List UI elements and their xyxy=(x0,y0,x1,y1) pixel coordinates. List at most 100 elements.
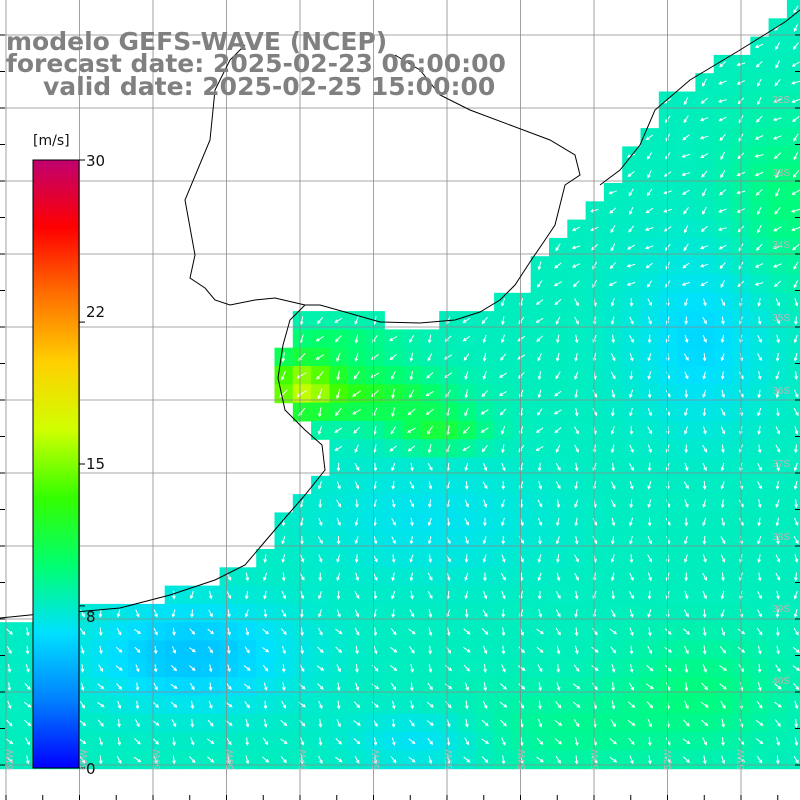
wind-arrow xyxy=(793,133,799,142)
wind-arrow xyxy=(647,572,652,582)
wind-arrow xyxy=(373,536,378,545)
wind-arrow xyxy=(172,627,176,636)
wind-arrow xyxy=(702,499,707,508)
wind-arrow xyxy=(243,683,251,690)
wind-arrow xyxy=(700,97,708,104)
wind-arrow xyxy=(99,645,103,655)
wind-arrow xyxy=(682,134,690,141)
wind-arrow xyxy=(354,609,360,618)
wind-arrow xyxy=(757,334,762,343)
wind-arrow xyxy=(702,407,707,417)
wind-arrow xyxy=(25,755,30,765)
wind-arrow xyxy=(24,682,31,691)
wind-arrow xyxy=(117,718,121,728)
wind-arrow xyxy=(793,536,799,545)
wind-arrow xyxy=(464,518,470,526)
wind-arrow xyxy=(481,316,488,325)
wind-arrow xyxy=(665,389,671,398)
wind-arrow xyxy=(756,627,763,636)
wind-arrow xyxy=(482,536,487,545)
wind-arrow xyxy=(555,444,561,453)
wind-arrow xyxy=(316,371,324,380)
wind-arrow xyxy=(592,627,598,636)
wind-arrow xyxy=(684,316,689,325)
wind-arrow xyxy=(574,334,579,344)
wind-arrow xyxy=(721,737,725,747)
wind-arrow xyxy=(684,426,688,435)
wind-arrow xyxy=(629,481,634,490)
wind-arrow xyxy=(428,609,433,618)
wind-arrow xyxy=(318,407,322,418)
wind-arrow xyxy=(134,646,141,653)
wind-arrow xyxy=(610,426,615,435)
wind-arrow xyxy=(647,444,652,453)
wind-arrow xyxy=(444,665,453,672)
wind-arrow xyxy=(227,664,231,673)
wind-arrow xyxy=(518,646,525,654)
wind-arrow xyxy=(574,426,579,435)
wind-arrow xyxy=(354,316,359,325)
wind-arrow xyxy=(446,755,451,765)
wind-arrow xyxy=(299,572,305,581)
wind-arrow xyxy=(353,720,361,726)
wind-arrow xyxy=(244,701,250,709)
coastline xyxy=(0,9,800,619)
wind-arrow xyxy=(574,298,579,307)
wind-arrow xyxy=(537,389,542,399)
wind-arrow xyxy=(391,737,396,746)
wind-arrow xyxy=(464,682,469,691)
wind-arrow xyxy=(754,43,764,49)
wind-arrow xyxy=(226,591,232,600)
wind-arrow xyxy=(189,647,196,653)
wind-arrow xyxy=(702,371,707,380)
wind-arrow xyxy=(318,755,323,764)
wind-arrow xyxy=(628,462,634,472)
wind-arrow xyxy=(353,738,361,745)
wind-speed-cell xyxy=(786,36,800,56)
wind-arrow xyxy=(315,335,325,342)
wind-arrow xyxy=(703,426,707,435)
wind-arrow xyxy=(663,190,672,195)
wind-arrow xyxy=(481,738,490,744)
wind-arrow xyxy=(665,737,671,746)
wind-arrow xyxy=(117,700,122,710)
wind-arrow xyxy=(684,371,689,380)
wind-arrow xyxy=(721,389,725,399)
wind-arrow xyxy=(793,151,799,161)
wind-arrow xyxy=(610,298,615,307)
wind-arrow xyxy=(772,117,782,122)
wind-arrow xyxy=(647,298,652,307)
wind-arrow xyxy=(609,207,617,214)
wind-arrow xyxy=(428,481,433,490)
wind-arrow xyxy=(591,646,599,653)
wind-arrow xyxy=(794,426,799,435)
wind-arrow xyxy=(793,352,798,362)
wind-arrow xyxy=(793,682,800,691)
wind-arrow xyxy=(355,664,359,673)
wind-arrow xyxy=(647,536,652,545)
wind-arrow xyxy=(280,370,287,381)
wind-arrow xyxy=(684,682,689,692)
wind-arrow xyxy=(281,590,286,600)
wind-arrow xyxy=(317,646,324,654)
wind-arrow xyxy=(500,426,506,435)
latitude-label: 34S xyxy=(772,240,790,251)
latitude-label: 32S xyxy=(772,95,790,106)
wind-arrow xyxy=(721,755,726,765)
wind-speed-cell xyxy=(786,292,800,312)
wind-arrow xyxy=(556,517,560,527)
wind-arrow xyxy=(483,517,487,527)
wind-arrow xyxy=(647,334,652,344)
wind-arrow xyxy=(701,682,709,691)
wind-speed-cells xyxy=(0,0,800,770)
wind-arrow xyxy=(682,756,690,763)
wind-arrow xyxy=(281,352,286,363)
wind-arrow xyxy=(719,61,727,68)
wind-arrow xyxy=(299,316,304,326)
wind-arrow xyxy=(335,756,343,763)
wind-arrow xyxy=(720,298,726,307)
wind-arrow xyxy=(7,664,12,673)
wind-arrow xyxy=(793,462,798,472)
wind-arrow xyxy=(336,609,341,618)
wind-arrow xyxy=(300,645,305,655)
